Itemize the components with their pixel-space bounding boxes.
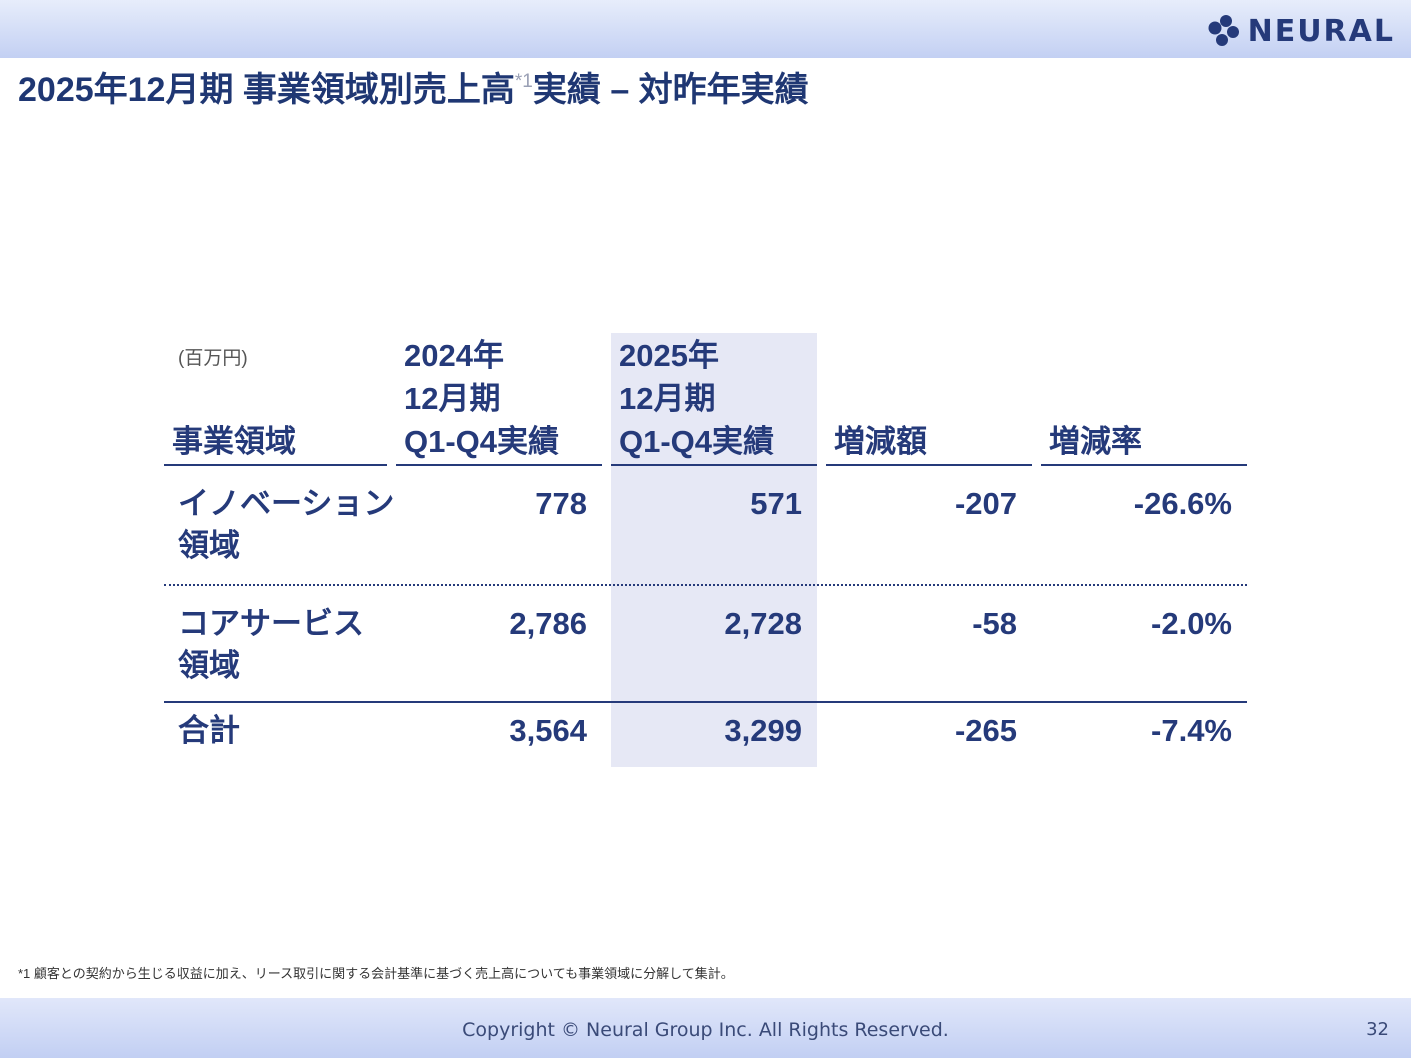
unit-label: (百万円)	[178, 348, 248, 369]
row2-curr-value: 2,728	[724, 606, 802, 641]
table-row-label: イノベーション 領域	[178, 483, 394, 567]
row1-label-line1: イノベーション	[178, 486, 395, 521]
title-rest: 実績 – 対昨年実績	[532, 71, 809, 109]
company-logo: NEURAL	[1206, 13, 1395, 49]
neural-logo-icon	[1208, 15, 1239, 46]
page-title: 2025年12月期 事業領域別売上高*1実績 – 対昨年実績	[18, 62, 809, 111]
row2-label-line1: コアサービス	[178, 606, 364, 641]
row-separator-dotted	[164, 584, 1247, 586]
header-prev-line1: 2024年	[404, 338, 504, 373]
row1-label-line2: 領域	[178, 528, 240, 563]
header-band	[0, 0, 1411, 58]
title-footnote-mark: *1	[514, 71, 533, 92]
header-curr-line3: Q1-Q4実績	[619, 424, 775, 459]
header-rate: 増減率	[1049, 424, 1142, 459]
title-main: 2025年12月期 事業領域別売上高	[18, 71, 515, 109]
header-prev-year: 2024年 12月期 Q1-Q4実績	[404, 334, 559, 463]
page-number: 32	[1366, 1019, 1389, 1040]
footer-band	[0, 998, 1411, 1058]
row1-diff-value: -207	[954, 486, 1017, 521]
total-separator	[164, 701, 1247, 703]
total-prev-value: 3,564	[509, 713, 587, 748]
header-prev-line3: Q1-Q4実績	[404, 424, 560, 459]
header-curr-line2: 12月期	[619, 381, 716, 416]
table-row-label: コアサービス 領域	[178, 603, 364, 687]
row2-diff-value: -58	[972, 606, 1017, 641]
header-underline-area	[164, 464, 387, 466]
row1-curr-value: 571	[750, 486, 802, 521]
current-year-highlight	[611, 333, 817, 767]
header-curr-year: 2025年 12月期 Q1-Q4実績	[619, 334, 774, 463]
logo-text: NEURAL	[1247, 13, 1395, 49]
row2-rate-value: -2.0%	[1151, 606, 1232, 641]
row1-rate-value: -26.6%	[1133, 486, 1232, 521]
total-rate-value: -7.4%	[1151, 713, 1232, 748]
header-curr-line1: 2025年	[619, 338, 719, 373]
header-area: 事業領域	[172, 424, 296, 459]
header-underline-prev	[396, 464, 602, 466]
row2-label-line2: 領域	[178, 648, 240, 683]
copyright-text: Copyright © Neural Group Inc. All Rights…	[462, 1019, 949, 1041]
row1-prev-value: 778	[535, 486, 587, 521]
total-diff-value: -265	[954, 713, 1017, 748]
header-underline-diff	[826, 464, 1032, 466]
row2-prev-value: 2,786	[509, 606, 587, 641]
header-underline-rate	[1041, 464, 1247, 466]
header-prev-line2: 12月期	[404, 381, 501, 416]
total-curr-value: 3,299	[724, 713, 802, 748]
header-underline-curr	[611, 464, 817, 466]
total-label: 合計	[178, 713, 240, 748]
footnote: *1 顧客との契約から生じる収益に加え、リース取引に関する会計基準に基づく売上高…	[18, 966, 734, 981]
header-diff: 増減額	[834, 424, 927, 459]
